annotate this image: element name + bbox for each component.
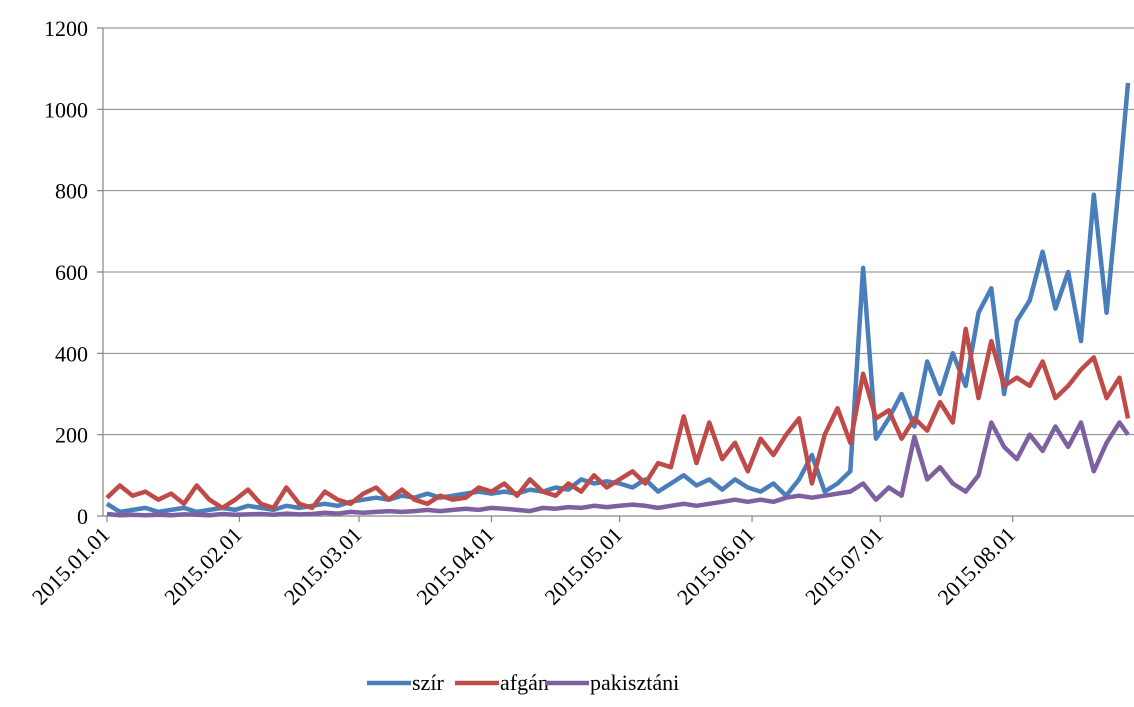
y-tick-label: 400 bbox=[55, 341, 88, 366]
x-tick-label: 2015.08.01 bbox=[933, 522, 1021, 610]
y-tick-label: 600 bbox=[55, 260, 88, 285]
x-tick-label: 2015.04.01 bbox=[411, 522, 499, 610]
x-tick-label: 2015.02.01 bbox=[159, 522, 247, 610]
y-tick-label: 200 bbox=[55, 423, 88, 448]
x-tick-label: 2015.06.01 bbox=[672, 522, 760, 610]
y-tick-label: 1000 bbox=[44, 97, 88, 122]
legend-label: pakisztáni bbox=[590, 670, 679, 695]
x-tick-label: 2015.03.01 bbox=[279, 522, 367, 610]
y-tick-label: 800 bbox=[55, 179, 88, 204]
x-tick-label: 2015.05.01 bbox=[539, 522, 627, 610]
series-line bbox=[106, 420, 1130, 518]
x-tick-label: 2015.07.01 bbox=[800, 522, 888, 610]
series-line bbox=[105, 82, 1131, 515]
x-tick-label: 2015.01.01 bbox=[27, 522, 115, 610]
series-line bbox=[105, 326, 1131, 511]
y-tick-label: 0 bbox=[77, 504, 88, 529]
legend-label: afgán bbox=[500, 670, 549, 695]
y-tick-label: 1200 bbox=[44, 16, 88, 41]
legend-label: szír bbox=[412, 670, 444, 695]
